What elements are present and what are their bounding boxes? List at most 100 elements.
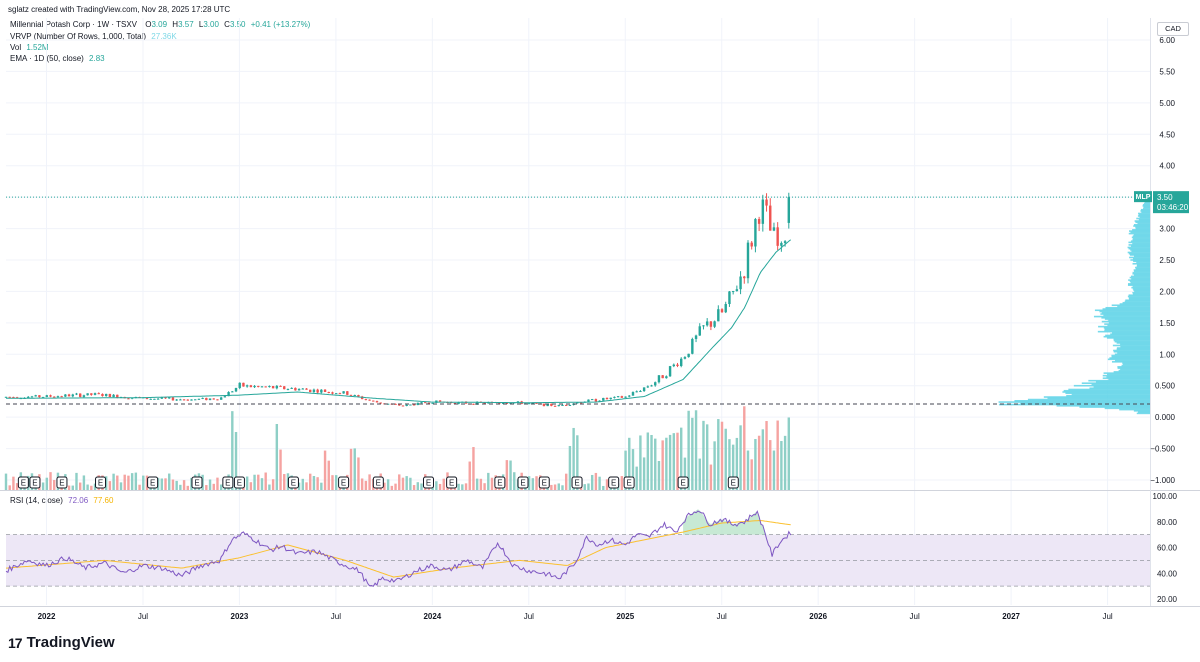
rsi-legend[interactable]: RSI (14, close) 72.06 77.60 (10, 496, 113, 505)
vrvp-bar (1079, 406, 1150, 408)
earnings-marker-label: E (150, 479, 155, 488)
time-tick-label: 2025 (616, 612, 634, 621)
candle-body (86, 393, 89, 396)
volume-legend[interactable]: Vol 1.52M (10, 43, 49, 52)
candle-body (223, 396, 227, 398)
volume-bar (412, 485, 416, 490)
vrvp-bar (1144, 202, 1150, 205)
rsi-value: 72.06 (68, 496, 89, 505)
vrvp-bar (1113, 350, 1150, 353)
volume-bar (750, 459, 753, 490)
vrvp-bar (1133, 225, 1150, 227)
vrvp-bar (1134, 220, 1150, 222)
earnings-marker: E (56, 476, 68, 489)
volume-bar (509, 460, 512, 490)
vrvp-bar (1102, 374, 1150, 377)
volume-bar (731, 444, 735, 490)
vrvp-bar (1107, 373, 1150, 376)
candle-body (783, 241, 787, 243)
candle-body (420, 402, 423, 404)
candle-body (642, 387, 646, 392)
candle-body (698, 326, 701, 336)
vrvp-bar (1132, 257, 1150, 260)
volume-bar (743, 406, 746, 490)
currency-badge[interactable]: CAD (1157, 22, 1189, 36)
candle-body (186, 399, 189, 401)
volume-bar (71, 485, 74, 490)
candle-body (197, 398, 201, 400)
volume-bar (386, 479, 390, 490)
vrvp-bar (1108, 319, 1150, 322)
earnings-marker: E (608, 476, 620, 489)
earnings-marker-label: E (376, 479, 381, 488)
candle-body (353, 395, 356, 397)
high-value: 3.57 (178, 20, 194, 29)
vrvp-bar (1131, 286, 1150, 289)
earnings-marker-label: E (32, 479, 37, 488)
candle-body (4, 396, 8, 398)
volume-bar (390, 485, 394, 490)
vrvp-bar (1073, 384, 1150, 387)
candle-body (168, 397, 171, 399)
tradingview-brand[interactable]: 17 TradingView (8, 634, 115, 651)
volume-bar (594, 472, 598, 490)
vrvp-bar (1093, 386, 1150, 388)
volume-bar (572, 427, 575, 490)
volume-bar (728, 439, 731, 490)
rsi-tick-label: 100.00 (1153, 492, 1178, 501)
candle-body (691, 338, 694, 354)
candle-body (216, 399, 219, 401)
vrvp-bar (1132, 229, 1150, 231)
candle-body (78, 393, 82, 397)
vrvp-bar (1043, 396, 1150, 398)
candle-body (613, 396, 616, 398)
candle-body (334, 393, 338, 395)
candle-body (116, 394, 119, 398)
low-value: 3.00 (203, 20, 219, 29)
vrvp-bar (1130, 259, 1150, 261)
volume-bar (231, 411, 234, 490)
volume-bar (639, 435, 642, 490)
volume-bar (672, 433, 675, 490)
price-levels (6, 196, 1150, 405)
candle-body (739, 276, 742, 290)
vrvp-legend[interactable]: VRVP (Number Of Rows, 1,000, Total) 27.3… (10, 32, 177, 41)
symbol-legend[interactable]: Millennial Potash Corp · 1W · TSXV O3.09… (10, 20, 310, 29)
time-tick-label: Jul (331, 612, 341, 621)
volume-bar (620, 476, 624, 490)
volume-bar (82, 475, 86, 490)
time-tick-label: Jul (524, 612, 534, 621)
vrvp-bar (1135, 268, 1150, 270)
volume-bar (442, 478, 445, 490)
candle-body (535, 402, 538, 404)
candle-body (34, 395, 37, 397)
earnings-marker-box (17, 476, 29, 489)
vrvp-bar (1133, 255, 1150, 258)
vrvp-bar (1104, 323, 1150, 325)
vrvp-bar (1128, 294, 1150, 296)
open-value: 3.09 (151, 20, 168, 29)
earnings-marker-box (372, 476, 384, 489)
candle-body (201, 397, 204, 399)
rsi-pane (5, 509, 1150, 587)
candle-body (654, 382, 657, 386)
rsi-tick-label: 20.00 (1157, 595, 1178, 604)
volume-bar (320, 482, 323, 490)
candle-body (290, 387, 293, 389)
vrvp-bar (1127, 251, 1150, 254)
volume-bar (312, 476, 316, 490)
vrvp-bar (1102, 377, 1150, 379)
volume-bar (776, 420, 779, 490)
candle-body (579, 402, 583, 404)
candle-body (53, 396, 56, 398)
volume-bar (41, 482, 45, 490)
candle-body (546, 403, 549, 407)
volume-bar (420, 483, 423, 490)
candle-body (639, 391, 642, 393)
volume-bar (75, 472, 78, 490)
volume-bar (457, 483, 460, 490)
close-label: C (224, 20, 230, 29)
earnings-marker-label: E (574, 479, 579, 488)
